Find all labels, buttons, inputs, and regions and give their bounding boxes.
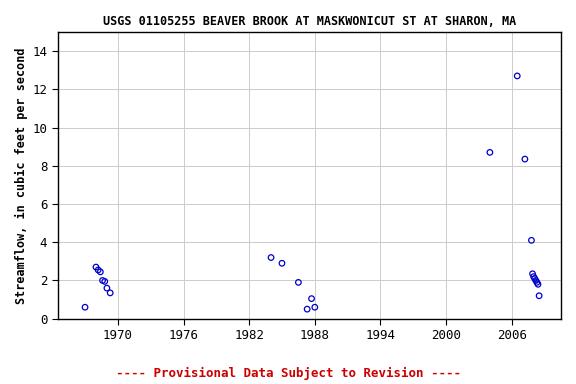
Point (302, 306, 312, 312)
Point (267, 255, 276, 261)
Point (485, 149, 494, 156)
Y-axis label: Streamflow, in cubic feet per second: Streamflow, in cubic feet per second (15, 47, 28, 304)
Point (520, 156, 529, 162)
Point (529, 273, 538, 280)
Point (96, 269, 105, 275)
Point (100, 278, 109, 285)
Point (535, 293, 544, 299)
Point (93, 267, 103, 273)
Point (533, 281, 543, 287)
Point (307, 296, 316, 302)
Point (294, 279, 303, 285)
Point (310, 304, 320, 310)
Point (527, 237, 536, 243)
Point (278, 260, 287, 266)
Point (105, 290, 115, 296)
Text: ---- Provisional Data Subject to Revision ----: ---- Provisional Data Subject to Revisio… (116, 367, 460, 380)
Point (98, 277, 107, 283)
Point (92, 264, 101, 270)
Point (531, 277, 540, 283)
Point (103, 285, 112, 291)
Point (81, 304, 90, 310)
Point (513, 73, 522, 79)
Point (532, 279, 541, 285)
Title: USGS 01105255 BEAVER BROOK AT MASKWONICUT ST AT SHARON, MA: USGS 01105255 BEAVER BROOK AT MASKWONICU… (103, 15, 516, 28)
Point (530, 275, 539, 281)
Point (528, 271, 537, 277)
